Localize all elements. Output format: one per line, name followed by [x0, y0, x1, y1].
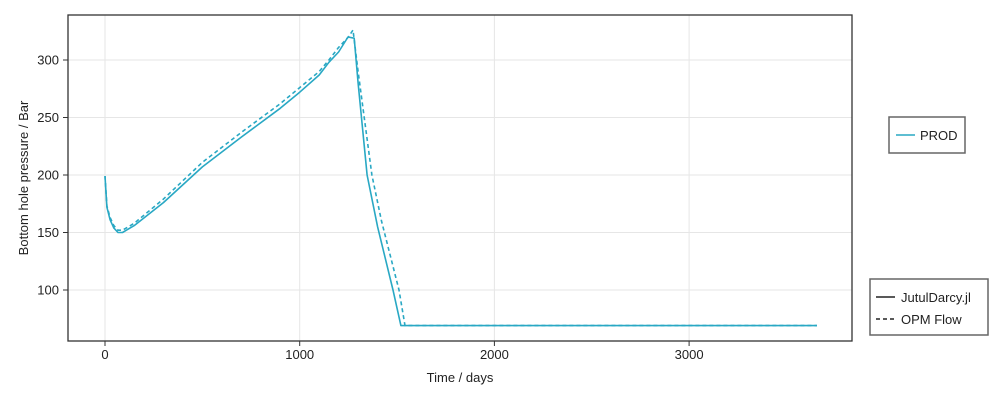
x-tick-label: 1000 — [285, 347, 314, 362]
series-line-opm-flow — [104, 29, 817, 327]
legend-sources: JutulDarcy.jl OPM Flow — [869, 278, 989, 336]
x-tick-label: 2000 — [480, 347, 509, 362]
y-tick-label: 100 — [37, 283, 59, 298]
x-axis-label: Time / days — [427, 370, 494, 385]
series-line-jutuldarcy — [104, 36, 817, 327]
x-tick-label: 3000 — [675, 347, 704, 362]
y-tick-label: 150 — [37, 225, 59, 240]
legend-jutul-label: JutulDarcy.jl — [901, 290, 971, 305]
y-tick-label: 300 — [37, 53, 59, 68]
y-tick-label: 250 — [37, 110, 59, 125]
x-tick-label: 0 — [101, 347, 108, 362]
legend-prod-label: PROD — [920, 128, 958, 143]
legend-prod: PROD — [888, 116, 966, 154]
legend-opm-label: OPM Flow — [901, 312, 962, 327]
plot-frame — [67, 14, 853, 342]
y-axis-label: Bottom hole pressure / Bar — [16, 100, 31, 255]
y-tick-label: 200 — [37, 168, 59, 183]
